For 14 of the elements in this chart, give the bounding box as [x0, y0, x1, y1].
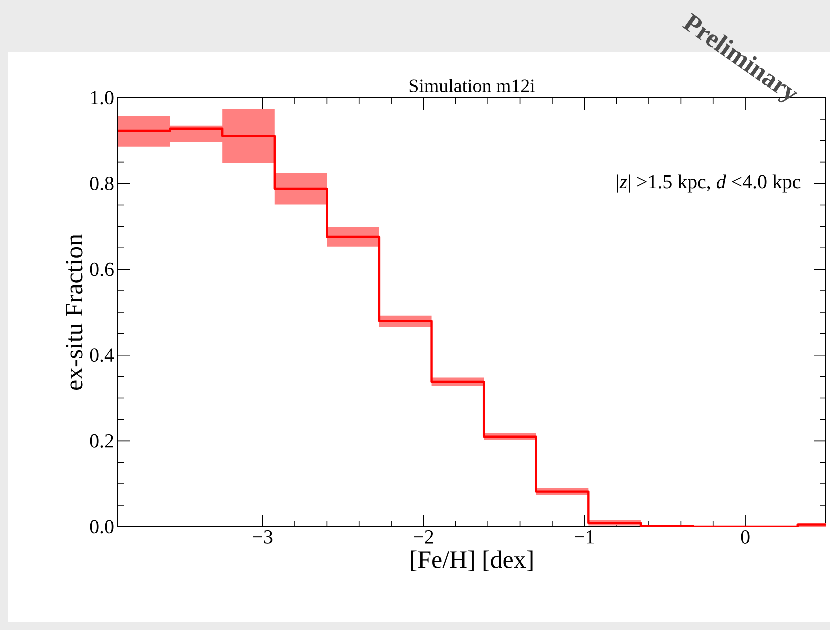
- annotation: |z| >1.5 kpc, d <4.0 kpc: [617, 174, 801, 193]
- y-tick-label: 0.0: [90, 520, 114, 534]
- y-tick-label: 0.4: [90, 348, 114, 362]
- chart-title: Simulation m12i: [410, 79, 536, 92]
- x-tick-label: 0: [741, 530, 750, 544]
- x-tick-label: −3: [253, 530, 273, 544]
- x-tick-label: −2: [414, 530, 434, 544]
- y-tick-label: 0.2: [90, 434, 114, 448]
- x-axis-title: [Fe/H] [dex]: [411, 550, 533, 572]
- x-tick-label: −1: [575, 530, 594, 544]
- y-tick-label: 0.8: [90, 177, 114, 191]
- y-tick-label: 0.6: [90, 262, 114, 276]
- y-tick-label: 1.0: [91, 91, 114, 105]
- y-axis-title: ex-situ Fraction: [66, 234, 83, 390]
